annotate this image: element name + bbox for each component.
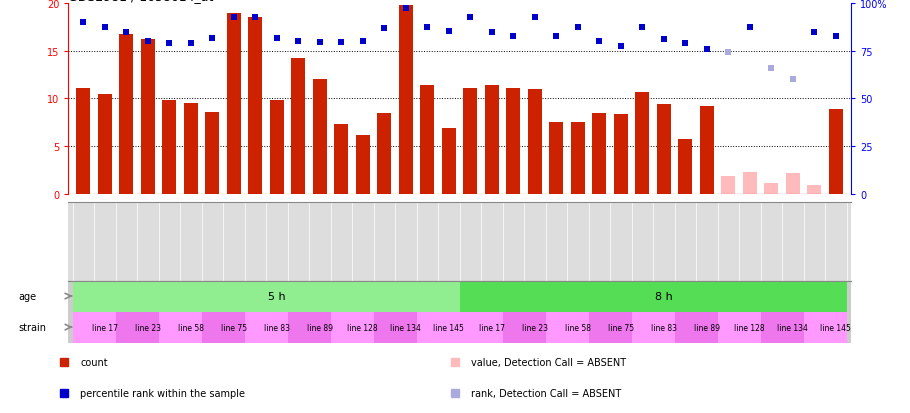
Text: line 58: line 58: [565, 323, 591, 332]
Text: line 23: line 23: [521, 323, 548, 332]
Bar: [116, 312, 158, 343]
Text: value, Detection Call = ABSENT: value, Detection Call = ABSENT: [471, 358, 626, 368]
Bar: [141, 40, 155, 194]
Bar: [73, 281, 460, 312]
Bar: [313, 80, 327, 194]
Bar: [206, 112, 219, 194]
Text: line 75: line 75: [221, 323, 247, 332]
Bar: [73, 312, 116, 343]
Bar: [378, 113, 391, 194]
Bar: [761, 312, 804, 343]
Text: line 75: line 75: [608, 323, 634, 332]
Bar: [506, 89, 521, 194]
Bar: [245, 312, 288, 343]
Text: age: age: [18, 291, 36, 301]
Bar: [614, 114, 628, 194]
Bar: [571, 123, 585, 194]
Text: line 83: line 83: [651, 323, 677, 332]
Bar: [546, 312, 589, 343]
Bar: [700, 107, 713, 194]
Text: line 89: line 89: [307, 323, 333, 332]
Bar: [592, 113, 606, 194]
Bar: [334, 125, 349, 194]
Bar: [460, 312, 502, 343]
Bar: [718, 312, 761, 343]
Text: GDS2981 / 1638614_at: GDS2981 / 1638614_at: [68, 0, 214, 3]
Bar: [807, 185, 822, 194]
Text: line 128: line 128: [348, 323, 379, 332]
Bar: [786, 173, 800, 194]
Bar: [288, 312, 330, 343]
Text: line 83: line 83: [264, 323, 289, 332]
Text: 8 h: 8 h: [655, 291, 672, 301]
Text: line 145: line 145: [820, 323, 851, 332]
Text: line 17: line 17: [479, 323, 505, 332]
Bar: [420, 86, 434, 194]
Bar: [97, 94, 112, 194]
Text: count: count: [80, 358, 107, 368]
Text: strain: strain: [18, 322, 46, 332]
Bar: [678, 140, 693, 194]
Bar: [291, 59, 305, 194]
Bar: [248, 18, 262, 194]
Bar: [442, 128, 456, 194]
Bar: [162, 101, 177, 194]
Bar: [460, 281, 846, 312]
Text: line 128: line 128: [734, 323, 765, 332]
Bar: [674, 312, 718, 343]
Bar: [373, 312, 417, 343]
Text: line 17: line 17: [92, 323, 117, 332]
Bar: [201, 312, 245, 343]
Bar: [417, 312, 460, 343]
Bar: [184, 104, 197, 194]
Bar: [356, 136, 369, 194]
Bar: [158, 312, 201, 343]
Text: line 89: line 89: [693, 323, 720, 332]
Bar: [330, 312, 373, 343]
Bar: [829, 109, 843, 194]
Bar: [502, 312, 546, 343]
Text: percentile rank within the sample: percentile rank within the sample: [80, 388, 245, 398]
Text: 5 h: 5 h: [268, 291, 286, 301]
Text: line 134: line 134: [777, 323, 808, 332]
Bar: [528, 90, 541, 194]
Bar: [635, 93, 650, 194]
Bar: [657, 105, 671, 194]
Bar: [722, 177, 735, 194]
Text: line 145: line 145: [433, 323, 464, 332]
Bar: [550, 123, 563, 194]
Bar: [76, 89, 90, 194]
Bar: [119, 35, 133, 194]
Bar: [269, 101, 284, 194]
Text: line 23: line 23: [135, 323, 161, 332]
Bar: [227, 14, 241, 194]
Bar: [589, 312, 632, 343]
Bar: [632, 312, 674, 343]
Text: rank, Detection Call = ABSENT: rank, Detection Call = ABSENT: [471, 388, 622, 398]
Text: line 58: line 58: [177, 323, 204, 332]
Bar: [399, 6, 413, 194]
Text: line 134: line 134: [390, 323, 421, 332]
Bar: [463, 89, 477, 194]
Bar: [764, 184, 778, 194]
Bar: [485, 86, 499, 194]
Bar: [804, 312, 846, 343]
Bar: [743, 172, 757, 194]
